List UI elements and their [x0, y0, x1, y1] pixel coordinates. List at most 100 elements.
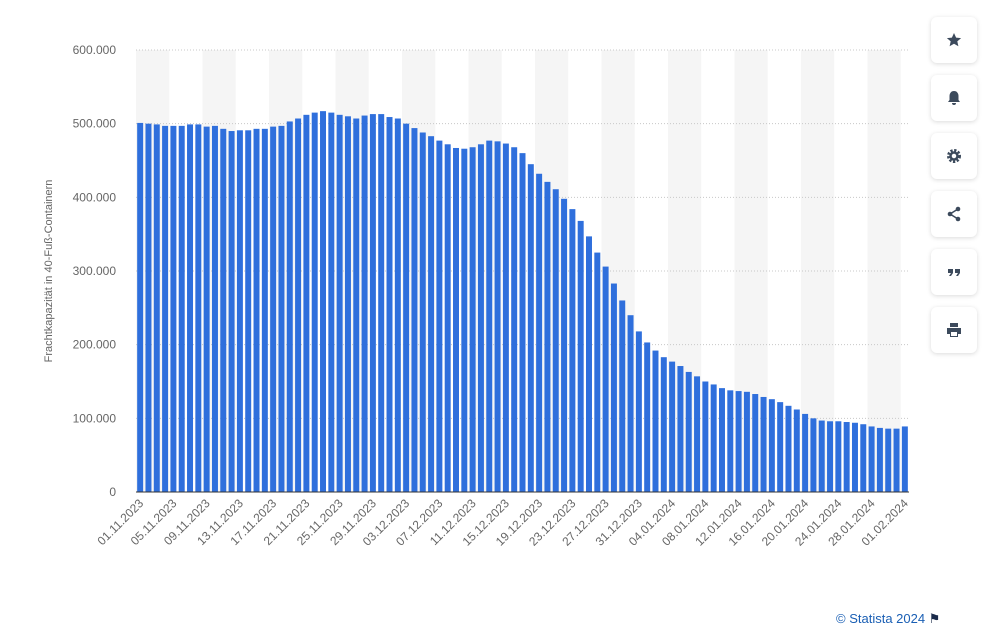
bar — [635, 331, 642, 492]
bar — [353, 118, 360, 492]
bar — [527, 164, 534, 492]
settings-button[interactable] — [931, 133, 977, 179]
bar — [403, 123, 410, 493]
bar — [170, 125, 177, 493]
bar — [486, 140, 493, 493]
y-tick-label: 600.000 — [73, 43, 117, 57]
bar — [843, 422, 850, 492]
bar — [211, 125, 218, 493]
bar — [428, 136, 435, 492]
y-tick-label: 300.000 — [73, 264, 117, 278]
bar — [619, 300, 626, 492]
bar — [760, 396, 767, 492]
bar — [602, 266, 609, 492]
notification-button[interactable] — [931, 75, 977, 121]
bar — [793, 409, 800, 492]
bar — [777, 402, 784, 492]
bar — [453, 147, 459, 492]
y-axis-label: Frachtkapazität in 40-Fuß-Containern — [43, 180, 55, 363]
bar — [303, 114, 310, 493]
bar — [727, 390, 734, 492]
bar — [785, 405, 792, 492]
bar — [685, 371, 692, 492]
bar — [187, 124, 194, 493]
bar — [644, 342, 651, 492]
bar — [718, 388, 725, 492]
bar — [818, 420, 825, 492]
bar — [369, 114, 376, 492]
bar — [245, 130, 252, 492]
bar — [810, 418, 817, 492]
bar — [586, 236, 592, 492]
bar — [320, 111, 327, 492]
bar — [569, 209, 576, 492]
bar — [386, 117, 393, 492]
y-tick-label: 500.000 — [73, 117, 117, 131]
bar — [286, 121, 293, 492]
bar — [511, 147, 518, 493]
y-tick-label: 100.000 — [73, 411, 117, 425]
bar — [710, 384, 717, 492]
bar — [536, 173, 543, 492]
bar — [253, 128, 260, 492]
share-button[interactable] — [931, 191, 977, 237]
bar — [494, 141, 501, 492]
bar — [469, 147, 476, 493]
bar — [477, 144, 484, 492]
bar — [419, 132, 426, 493]
bar — [502, 143, 509, 492]
bar — [827, 421, 834, 492]
bar — [162, 125, 169, 493]
bar — [228, 131, 235, 493]
bar — [361, 115, 368, 493]
bar — [660, 357, 667, 492]
bar — [195, 124, 202, 493]
y-tick-label: 200.000 — [73, 338, 117, 352]
bar — [311, 112, 318, 492]
bar — [802, 413, 809, 492]
bar — [444, 144, 451, 492]
bar — [344, 116, 351, 493]
bar — [669, 361, 676, 492]
bar — [577, 220, 584, 492]
bar — [261, 128, 268, 492]
bar — [270, 126, 277, 492]
print-button[interactable] — [931, 307, 977, 353]
bar — [901, 426, 908, 492]
bar — [876, 427, 883, 492]
bar — [835, 421, 842, 492]
y-tick-label: 400.000 — [73, 190, 117, 204]
bar — [436, 140, 443, 493]
bar — [203, 126, 210, 492]
bar — [627, 315, 634, 492]
bar — [752, 394, 759, 492]
bar — [236, 130, 243, 492]
bar — [137, 122, 144, 493]
bar — [552, 189, 559, 493]
bar — [394, 118, 401, 492]
cite-button[interactable] — [931, 249, 977, 295]
bar — [594, 252, 601, 492]
bar — [561, 198, 568, 492]
bar — [610, 283, 617, 492]
bar — [694, 376, 701, 492]
bar — [278, 125, 285, 493]
footer: © Statista 2024 ⚑ — [836, 611, 941, 626]
bar — [652, 350, 659, 492]
bar — [220, 128, 227, 492]
favorite-button[interactable] — [931, 17, 977, 63]
bar — [885, 428, 892, 492]
bar — [702, 381, 709, 492]
bar — [411, 128, 418, 492]
bar — [145, 123, 152, 493]
bar — [743, 391, 750, 492]
bar — [328, 112, 335, 492]
bar — [519, 153, 526, 492]
bar — [336, 114, 343, 493]
bar — [378, 114, 385, 492]
bar — [868, 426, 875, 492]
y-tick-label: 0 — [109, 485, 116, 499]
bar — [178, 125, 185, 493]
